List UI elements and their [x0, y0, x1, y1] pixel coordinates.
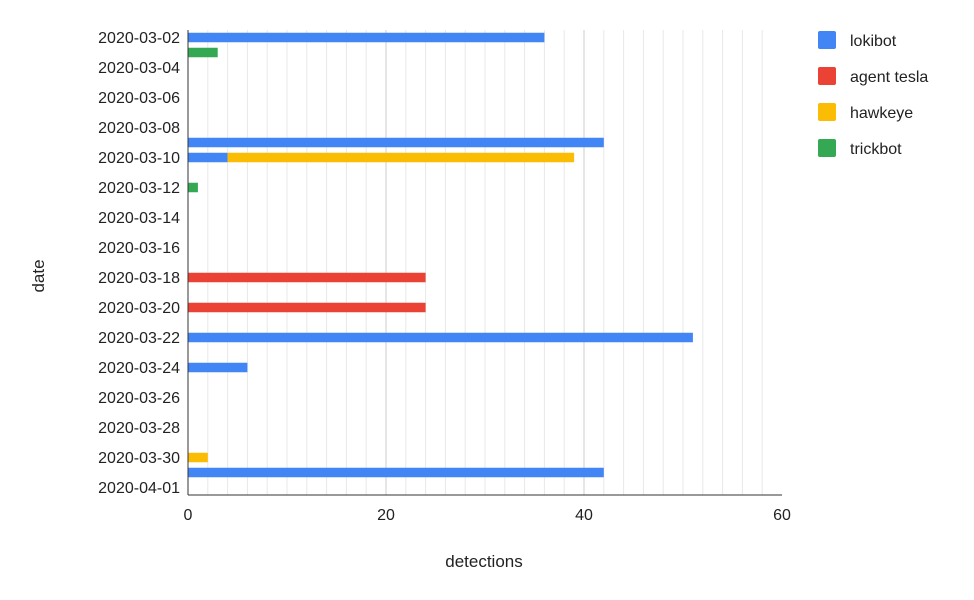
y-tick-label: 2020-03-24 [98, 360, 180, 377]
bar-lokibot [188, 32, 545, 43]
bar-agent-tesla [188, 302, 426, 313]
x-tick-label: 20 [377, 507, 395, 524]
y-tick-label: 2020-03-02 [98, 30, 180, 47]
legend-swatch-agent-tesla [818, 67, 836, 85]
bar-hawkeye [188, 452, 208, 463]
legend-label-hawkeye: hawkeye [850, 105, 913, 122]
y-tick-label: 2020-03-30 [98, 450, 180, 467]
legend-label-lokibot: lokibot [850, 33, 897, 50]
y-tick-label: 2020-03-18 [98, 270, 180, 287]
x-axis-title: detections [445, 552, 523, 571]
y-tick-label: 2020-03-04 [98, 60, 180, 77]
legend-label-agent-tesla: agent tesla [850, 69, 928, 86]
bar-lokibot [188, 332, 693, 343]
y-tick-label: 2020-04-01 [98, 480, 180, 497]
bar-trickbot [188, 182, 198, 193]
bar-hawkeye [227, 152, 575, 163]
bar-trickbot [188, 47, 218, 58]
y-tick-label: 2020-03-14 [98, 210, 180, 227]
bar-lokibot [188, 362, 248, 373]
y-tick-label: 2020-03-20 [98, 300, 180, 317]
y-tick-label: 2020-03-28 [98, 420, 180, 437]
axes [187, 30, 782, 496]
bars [188, 32, 693, 478]
y-tick-label: 2020-03-16 [98, 240, 180, 257]
bar-lokibot [188, 467, 604, 478]
x-tick-labels: 0 20 40 60 [184, 507, 791, 524]
y-axis-title: date [29, 259, 48, 292]
legend-label-trickbot: trickbot [850, 141, 902, 158]
gridlines [207, 30, 763, 495]
y-tick-label: 2020-03-12 [98, 180, 180, 197]
x-tick-label: 0 [184, 507, 193, 524]
bar-lokibot [188, 137, 604, 148]
legend-swatch-trickbot [818, 139, 836, 157]
y-tick-label: 2020-03-10 [98, 150, 180, 167]
legend-swatch-lokibot [818, 31, 836, 49]
x-tick-label: 40 [575, 507, 593, 524]
y-tick-label: 2020-03-26 [98, 390, 180, 407]
bar-agent-tesla [188, 272, 426, 283]
x-tick-label: 60 [773, 507, 791, 524]
y-tick-label: 2020-03-08 [98, 120, 180, 137]
bar-lokibot [188, 152, 228, 163]
legend: lokibot agent tesla hawkeye trickbot [818, 31, 928, 158]
y-tick-labels: 2020-03-02 2020-03-04 2020-03-06 2020-03-08… [98, 30, 180, 497]
legend-swatch-hawkeye [818, 103, 836, 121]
y-tick-label: 2020-03-06 [98, 90, 180, 107]
y-tick-label: 2020-03-22 [98, 330, 180, 347]
